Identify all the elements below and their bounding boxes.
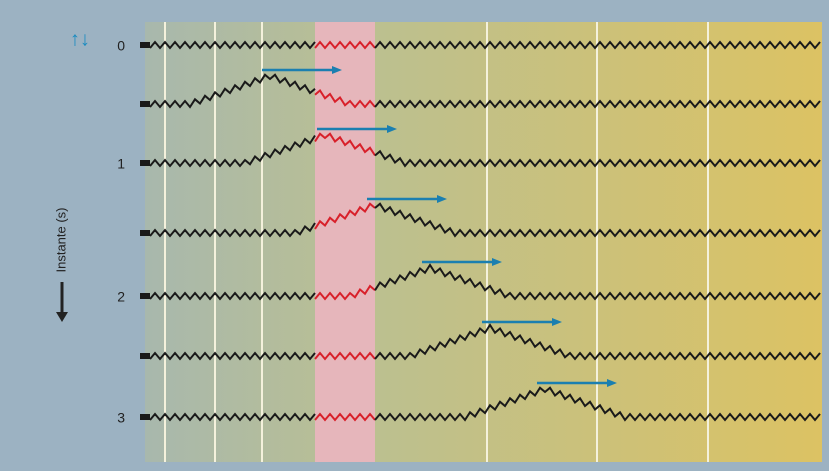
- time-label: 2: [117, 289, 125, 305]
- panel: [145, 22, 822, 462]
- chain-end: [140, 101, 150, 107]
- chain-end: [140, 293, 150, 299]
- highlight-band: [315, 22, 375, 462]
- time-label: 0: [117, 38, 125, 54]
- spin-symbol: ↑↓: [70, 28, 90, 50]
- time-label: 1: [117, 156, 125, 172]
- chain-end: [140, 42, 150, 48]
- chain-end: [140, 230, 150, 236]
- time-label: 3: [117, 410, 125, 426]
- chain-end: [140, 414, 150, 420]
- chain-end: [140, 353, 150, 359]
- axis-label: Instante (s): [53, 207, 68, 272]
- figure: ↑↓ 0 1 2 3 Instante (s): [0, 0, 829, 471]
- chain-end: [140, 160, 150, 166]
